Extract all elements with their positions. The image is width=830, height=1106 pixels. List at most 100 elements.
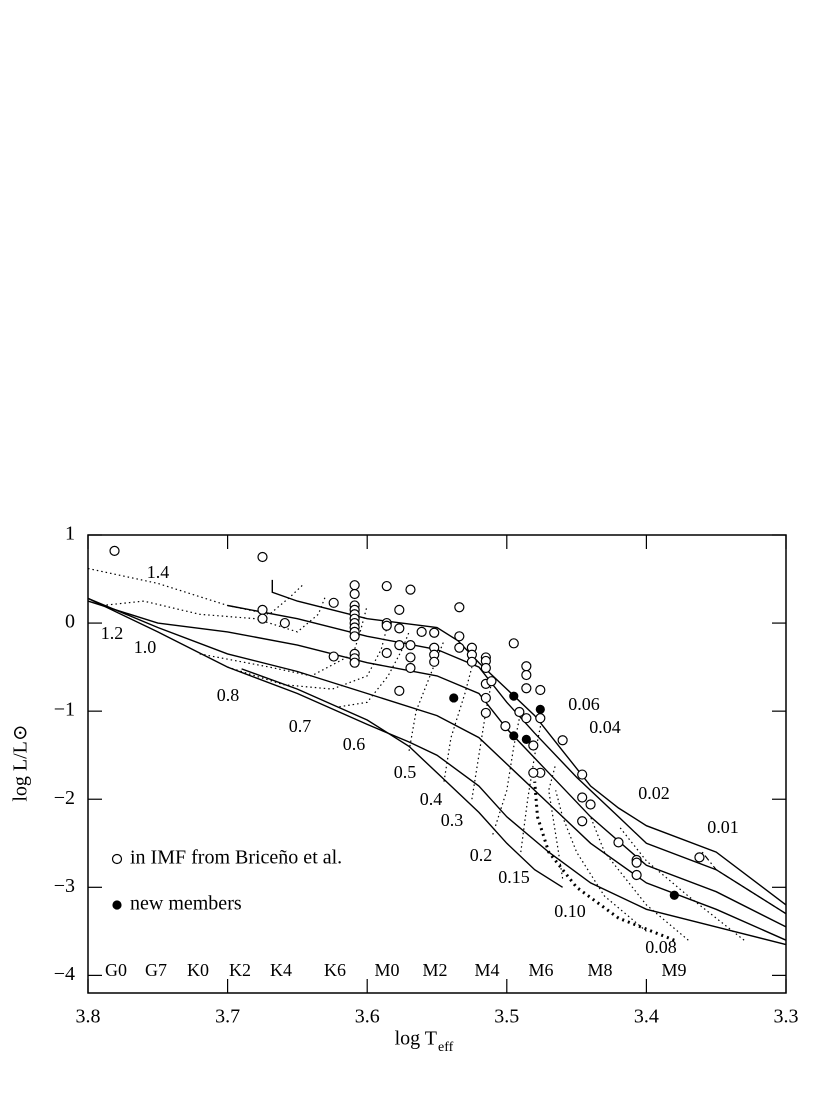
legend-label: in IMF from Briceño et al.: [130, 847, 342, 869]
open-point: [486, 676, 497, 687]
mass-track: [533, 781, 675, 942]
spectral-type: K6: [324, 960, 346, 980]
mass-track: [101, 596, 326, 633]
filled-point: [669, 890, 679, 900]
x-tick-label: 3.5: [494, 1006, 519, 1028]
legend-label: new members: [130, 893, 242, 915]
open-point: [429, 627, 440, 638]
mass-label: 0.2: [470, 845, 493, 865]
mass-label: 0.01: [707, 817, 739, 837]
open-point: [405, 639, 416, 651]
open-point: [381, 620, 392, 631]
filled-point: [521, 734, 531, 744]
open-point: [454, 631, 465, 642]
spectral-type: M8: [587, 960, 612, 980]
open-point: [528, 767, 539, 778]
open-point: [349, 631, 360, 642]
legend-marker: [112, 900, 122, 910]
open-point: [521, 683, 532, 694]
mass-label: 0.5: [394, 762, 417, 782]
mass-track: [618, 825, 745, 941]
mass-label: 0.7: [289, 716, 312, 736]
spectral-type: G0: [105, 960, 127, 980]
open-point: [381, 580, 392, 592]
open-point: [557, 735, 568, 746]
open-point: [613, 837, 624, 848]
open-point: [521, 669, 532, 681]
open-point: [349, 588, 360, 600]
open-point: [405, 652, 416, 663]
mass-track: [590, 816, 689, 941]
legend-marker: [111, 853, 123, 865]
open-point: [454, 642, 465, 653]
open-point: [394, 685, 405, 696]
open-point: [381, 647, 392, 659]
mass-track: [339, 631, 410, 708]
filled-point: [509, 691, 519, 701]
open-point: [500, 721, 511, 732]
filled-point: [535, 704, 545, 714]
open-point: [528, 740, 539, 751]
open-point: [257, 604, 268, 615]
open-point: [521, 661, 532, 672]
open-point: [405, 662, 416, 674]
open-point: [466, 656, 477, 667]
plot-frame: [87, 534, 787, 994]
open-point: [279, 617, 290, 629]
spectral-type: M9: [661, 960, 686, 980]
open-point: [349, 580, 360, 591]
spectral-type: M0: [374, 960, 399, 980]
mass-track: [555, 790, 647, 932]
spectral-type: K4: [270, 960, 292, 980]
open-point: [631, 869, 642, 881]
mass-label: 1.0: [134, 637, 157, 657]
mass-track: [227, 622, 389, 690]
mass-label: 0.6: [343, 734, 366, 754]
isochrone: [87, 597, 787, 946]
open-point: [429, 656, 440, 667]
open-point: [631, 857, 642, 868]
open-point: [480, 692, 491, 704]
y-tick-label: −4: [54, 963, 75, 985]
open-point: [349, 657, 360, 668]
mass-track: [199, 605, 368, 677]
y-tick-label: −3: [54, 875, 75, 897]
x-tick-label: 3.7: [215, 1006, 240, 1028]
open-point: [257, 613, 268, 624]
spectral-type: G7: [145, 960, 167, 980]
open-point: [585, 799, 596, 810]
open-point: [480, 662, 491, 674]
mass-label: 0.10: [554, 901, 586, 921]
y-tick-label: 0: [65, 611, 75, 633]
y-tick-label: −1: [54, 699, 75, 721]
open-point: [109, 545, 120, 556]
open-point: [328, 651, 339, 662]
x-tick-label: 3.6: [355, 1006, 380, 1028]
open-point: [328, 597, 339, 608]
y-tick-label: 1: [65, 523, 75, 545]
spectral-type: M6: [528, 960, 553, 980]
open-point: [577, 769, 588, 780]
open-point: [394, 604, 405, 615]
mass-label: 0.08: [645, 937, 677, 957]
open-point: [405, 584, 416, 595]
open-point: [535, 713, 546, 724]
mass-label: 1.4: [147, 562, 170, 582]
open-point: [535, 684, 546, 696]
open-point: [394, 623, 405, 634]
spectral-type: K2: [229, 960, 251, 980]
open-point: [454, 602, 465, 613]
open-point: [508, 638, 519, 649]
mass-label: 0.15: [498, 867, 530, 887]
isochrone: [241, 668, 563, 888]
mass-label: 1.2: [101, 623, 124, 643]
y-tick-label: −2: [54, 787, 75, 809]
spectral-type: K0: [187, 960, 209, 980]
mass-label: 0.8: [217, 685, 240, 705]
mass-track: [443, 666, 473, 782]
open-point: [577, 816, 588, 827]
isochrone: [87, 600, 787, 928]
x-tick-label: 3.4: [634, 1006, 659, 1028]
